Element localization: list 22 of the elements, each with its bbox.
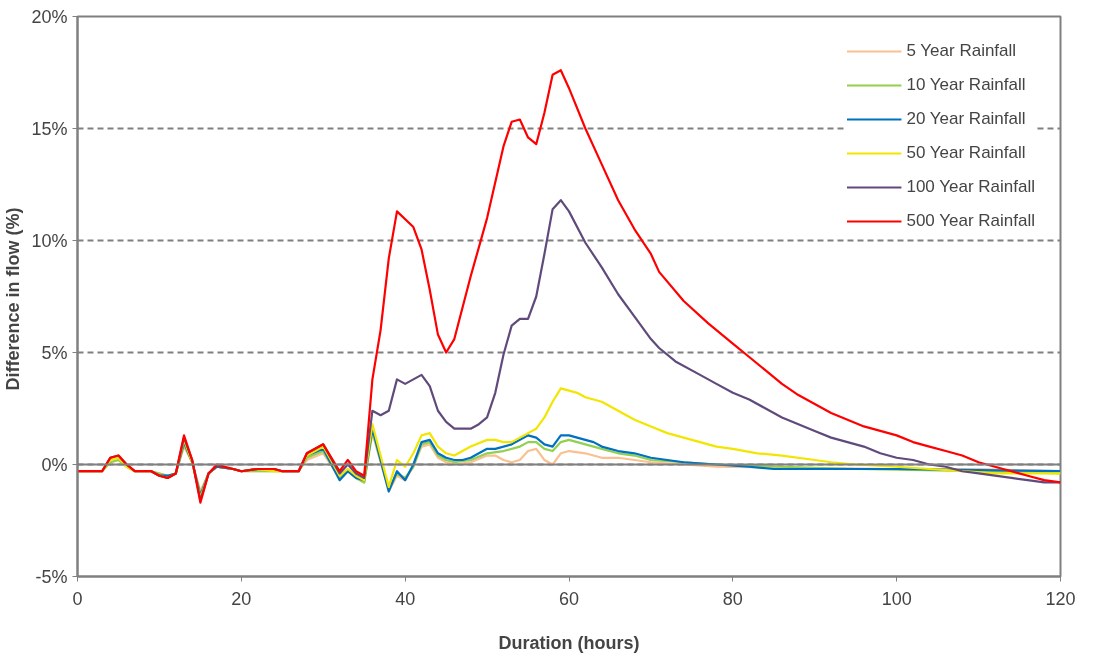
legend-label: 10 Year Rainfall [906,75,1026,95]
x-tick-label: 100 [881,588,912,609]
y-tick-label: 15% [31,118,68,139]
x-tick-label: 60 [558,588,580,609]
legend-label: 20 Year Rainfall [906,109,1026,129]
legend-label: 500 Year Rainfall [906,211,1035,231]
y-tick-label: 20% [31,6,68,27]
y-tick-label: 10% [31,230,68,251]
y-axis-title: Difference in flow (%) [3,207,24,391]
y-tick-label: -5% [35,566,68,587]
legend-label: 5 Year Rainfall [906,41,1017,61]
line-series [77,69,1061,504]
x-tick-label: 0 [72,588,83,609]
x-tick-label: 80 [722,588,743,609]
legend-label: 50 Year Rainfall [906,143,1026,163]
legend-label: 100 Year Rainfall [906,177,1035,197]
x-tick-label: 20 [231,588,252,609]
x-tick-label: 40 [395,588,416,609]
y-tick-label: 5% [41,342,68,363]
x-axis-title: Duration (hours) [498,632,640,653]
y-tick-label: 0% [41,454,68,475]
x-tick-label: 120 [1045,588,1076,609]
